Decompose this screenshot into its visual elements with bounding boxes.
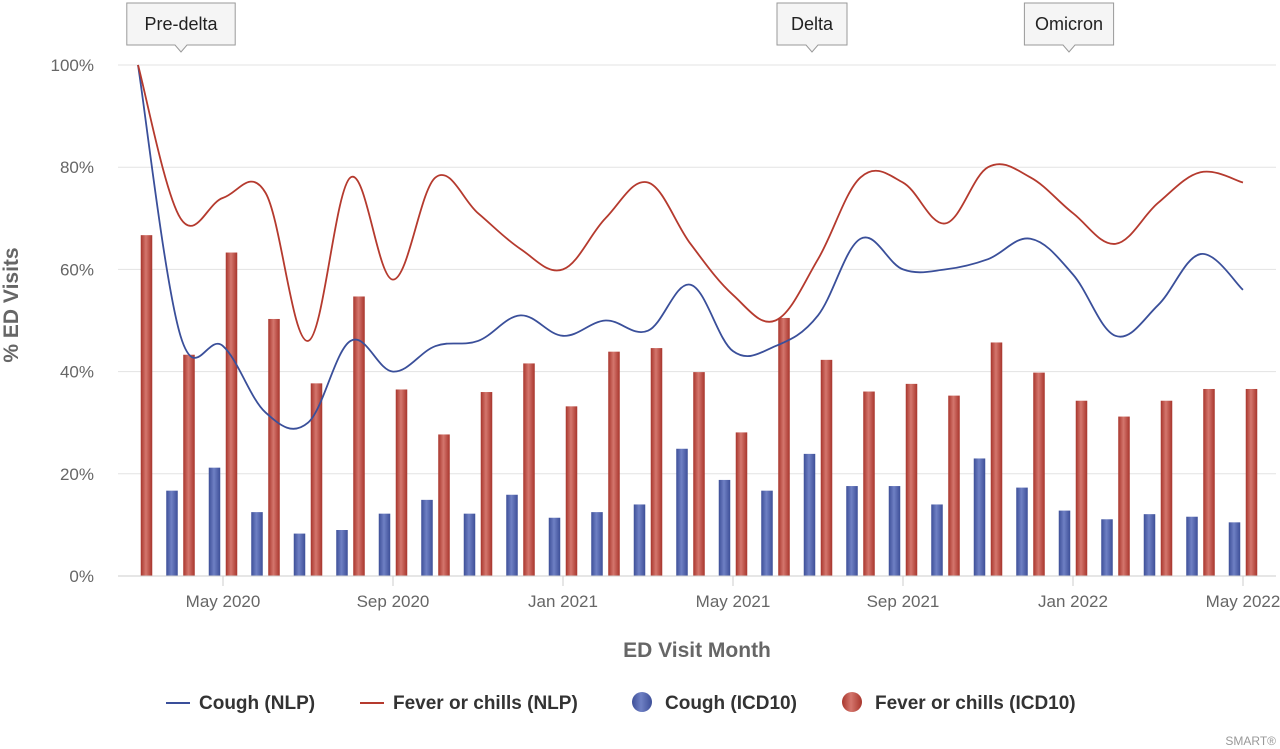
annotation-delta: Delta [776, 2, 848, 53]
annotations: Pre-delta Delta Omicron [126, 2, 1115, 53]
y-tick-label: 60% [60, 260, 94, 279]
legend[interactable]: Cough (NLP) Fever or chills (NLP) Cough (I… [166, 692, 1076, 714]
fever-icd10-bar[interactable] [565, 406, 578, 576]
cough-icd10-bar[interactable] [548, 517, 561, 576]
fever-icd10-bar[interactable] [650, 348, 663, 576]
fever-icd10-bar[interactable] [310, 383, 323, 576]
y-tick-label: 20% [60, 465, 94, 484]
x-tick-label: May 2020 [186, 592, 261, 611]
y-tick-label: 0% [69, 567, 94, 586]
fever-icd10-bar[interactable] [225, 252, 238, 577]
fever-icd10-bar[interactable] [140, 235, 153, 576]
cough-icd10-bar[interactable] [336, 530, 348, 576]
cough-icd10-bar[interactable] [718, 479, 731, 576]
cough-icd10-bar[interactable] [1058, 510, 1071, 576]
cough-icd10-bar[interactable] [463, 513, 476, 576]
fever-icd10-bar[interactable] [1033, 372, 1045, 576]
cough-icd10-bar[interactable] [846, 486, 858, 576]
cough-icd10-bar[interactable] [1101, 519, 1113, 576]
fever-icd10-bar[interactable] [1075, 400, 1088, 576]
bar-series [140, 235, 1258, 577]
credit-label: SMART® [1225, 734, 1276, 748]
x-tick-label: Jan 2021 [528, 592, 598, 611]
x-axis-title: ED Visit Month [623, 639, 771, 662]
y-axis-title: % ED Visits [0, 247, 23, 362]
legend-label: Cough (ICD10) [665, 693, 797, 714]
cough-icd10-bar[interactable] [761, 490, 773, 576]
cough-icd10-bar[interactable] [1228, 522, 1241, 576]
cough-icd10-bar[interactable] [166, 490, 178, 576]
fever-icd10-bar[interactable] [1160, 400, 1173, 576]
legend-item[interactable]: Fever or chills (NLP) [360, 693, 578, 714]
x-tick-label: Sep 2021 [867, 592, 940, 611]
cough-icd10-bar[interactable] [421, 499, 433, 576]
x-tick-label: Jan 2022 [1038, 592, 1108, 611]
x-tick-label: May 2022 [1206, 592, 1280, 611]
legend-circle-symbol [632, 692, 652, 712]
cough-icd10-bar[interactable] [803, 453, 816, 576]
annotation-label: Omicron [1035, 14, 1103, 34]
fever-icd10-bar[interactable] [608, 351, 620, 576]
fever-icd10-bar[interactable] [268, 318, 280, 576]
cough-icd10-bar[interactable] [251, 512, 263, 576]
cough-icd10-bar[interactable] [591, 512, 603, 576]
fever-icd10-bar[interactable] [523, 363, 535, 576]
annotation-label: Delta [791, 14, 834, 34]
fever-icd10-bar[interactable] [778, 317, 790, 576]
fever-icd10-bar[interactable] [948, 395, 960, 576]
annotation-box [1023, 2, 1115, 53]
legend-item[interactable]: Fever or chills (ICD10) [842, 692, 1076, 714]
legend-item[interactable]: Cough (ICD10) [632, 692, 797, 714]
cough-icd10-bar[interactable] [676, 448, 688, 576]
x-axis-ticks: May 2020 Sep 2020 Jan 2021 May 2021 Sep 2021… [186, 576, 1280, 611]
cough-icd10-bar[interactable] [1016, 487, 1028, 576]
fever-icd10-bar[interactable] [183, 354, 195, 576]
fever-icd10-bar[interactable] [863, 391, 875, 576]
legend-label: Fever or chills (NLP) [393, 693, 578, 714]
cough-icd10-bar[interactable] [293, 533, 306, 576]
fever-icd10-bar[interactable] [395, 389, 408, 576]
annotation-pre-delta: Pre-delta [126, 2, 236, 53]
fever-icd10-bar[interactable] [1203, 388, 1215, 576]
line-series [137, 64, 1244, 430]
fever-icd10-bar[interactable] [1245, 388, 1258, 576]
cough-icd10-bar[interactable] [888, 486, 901, 576]
fever-icd10-bar[interactable] [1118, 416, 1130, 576]
y-tick-label: 80% [60, 158, 94, 177]
fever-icd10-bar[interactable] [735, 432, 748, 576]
y-tick-label: 40% [60, 363, 94, 382]
fever-icd10-bar[interactable] [820, 359, 833, 576]
fever-icd10-bar[interactable] [990, 342, 1003, 576]
fever-icd10-bar[interactable] [353, 296, 365, 576]
cough-icd10-bar[interactable] [208, 467, 221, 576]
annotation-label: Pre-delta [144, 14, 218, 34]
cough-icd10-bar[interactable] [506, 494, 518, 576]
x-tick-label: Sep 2020 [357, 592, 430, 611]
cough-icd10-bar[interactable] [931, 504, 943, 576]
fever-icd10-bar[interactable] [693, 372, 705, 576]
cough-icd10-bar[interactable] [633, 504, 646, 576]
legend-item[interactable]: Cough (NLP) [166, 693, 315, 714]
x-tick-label: May 2021 [696, 592, 771, 611]
y-axis-ticks: 0% 20% 40% 60% 80% 100% [51, 56, 94, 586]
fever-icd10-bar[interactable] [905, 383, 918, 576]
fever-icd10-bar[interactable] [438, 434, 450, 576]
annotation-omicron: Omicron [1023, 2, 1115, 53]
cough-icd10-bar[interactable] [378, 513, 391, 576]
legend-label: Cough (NLP) [199, 693, 315, 714]
y-tick-label: 100% [51, 56, 94, 75]
legend-circle-symbol [842, 692, 862, 712]
annotation-box [126, 2, 236, 53]
cough-icd10-bar[interactable] [1143, 514, 1156, 576]
legend-label: Fever or chills (ICD10) [875, 693, 1076, 714]
cough-nlp-line[interactable] [137, 64, 1244, 430]
cough-icd10-bar[interactable] [973, 458, 986, 576]
annotation-box [776, 2, 848, 53]
fever-icd10-bar[interactable] [480, 392, 493, 576]
fever-nlp-line[interactable] [137, 64, 1244, 342]
cough-icd10-bar[interactable] [1186, 516, 1198, 576]
